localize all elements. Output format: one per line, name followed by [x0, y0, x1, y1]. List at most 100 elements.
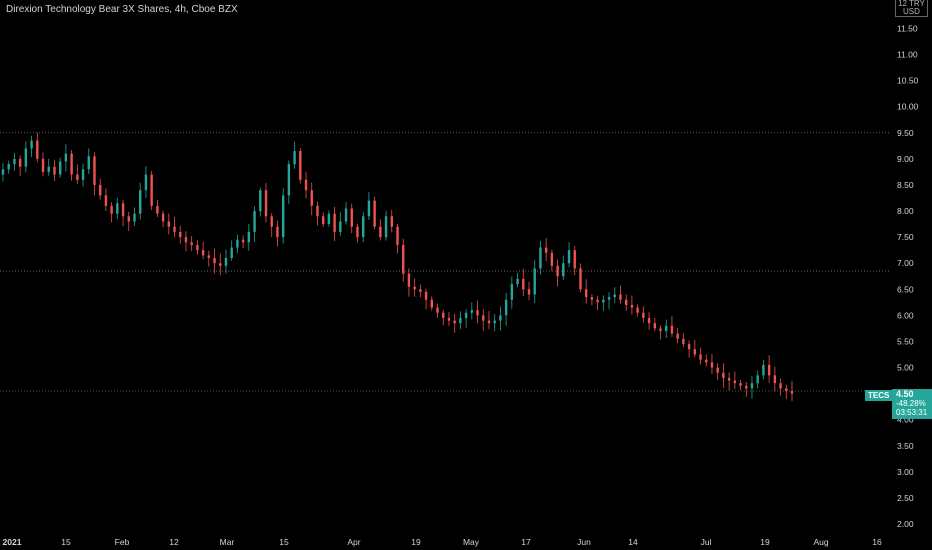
candle-body [236, 239, 239, 248]
candle-body [596, 299, 599, 303]
candle-body [476, 310, 479, 316]
candle-body [573, 250, 576, 269]
candle-body [299, 151, 302, 180]
candle-body [722, 372, 725, 378]
candle-body [127, 216, 130, 222]
candle-body [76, 174, 79, 180]
candle-body [219, 263, 222, 266]
price-tick-label: 9.50 [897, 128, 914, 138]
price-axis[interactable]: 11.50 11.00 10.50 10.00 9.50 9.00 8.50 8.00 7.50… [897, 24, 919, 530]
candle-body [527, 289, 531, 295]
price-tick-label: 8.00 [897, 206, 914, 216]
candle-body [579, 268, 582, 290]
candle-body [304, 179, 308, 191]
candle-body [373, 200, 376, 227]
time-tick-label: 15 [61, 537, 71, 547]
time-tick-label: 17 [521, 537, 531, 547]
candle-body [464, 312, 468, 318]
candle-body [161, 213, 165, 222]
candle-body [310, 190, 313, 206]
candle-body [190, 242, 193, 245]
candle-body [459, 317, 462, 324]
candle-body [676, 333, 679, 339]
candle-body [384, 216, 388, 238]
candle-body [584, 289, 588, 298]
candle-body [1, 169, 5, 175]
price-tick-label: 6.50 [897, 284, 914, 294]
candle-body [224, 257, 228, 266]
candle-body [682, 338, 685, 345]
candle-body [356, 226, 359, 238]
candle-body [47, 166, 50, 172]
candle-body [533, 268, 536, 295]
bar-countdown: 03:53:31 [896, 408, 928, 417]
candle-body [213, 257, 216, 264]
time-tick-label: 12 [169, 537, 179, 547]
candle-body [624, 299, 628, 305]
last-price-label: 4.50 -48.28% 03:53:31 [892, 389, 932, 419]
candle-body [201, 250, 205, 256]
candle-body [64, 153, 68, 162]
candle-body [207, 255, 211, 258]
price-tick-label: 11.00 [897, 50, 918, 60]
candle-body [424, 291, 428, 300]
candle-body [550, 252, 554, 266]
price-tick-label: 11.50 [897, 24, 918, 34]
time-tick-label: 14 [628, 537, 638, 547]
candle-body [93, 156, 96, 185]
candle-body [281, 195, 285, 238]
candle-body [762, 364, 765, 376]
candle-body [665, 325, 668, 332]
candle-body [241, 239, 245, 243]
candle-body [767, 364, 771, 376]
candle-body [699, 354, 702, 360]
candle-body [344, 208, 348, 222]
candle-body [613, 294, 616, 298]
candle-body [567, 250, 571, 264]
candle-body [785, 388, 788, 391]
price-change: -48.28% [896, 399, 926, 408]
time-tick-label: Mar [220, 537, 235, 547]
candle-body [499, 315, 502, 321]
candle-body [144, 174, 148, 191]
candle-body [642, 312, 645, 318]
candle-body [104, 195, 108, 206]
candle-body [562, 263, 565, 277]
candle-body [139, 190, 142, 214]
candle-body [504, 299, 508, 316]
candle-body [727, 377, 731, 381]
candle-body [316, 205, 319, 217]
candle-body [70, 153, 73, 175]
price-tick-label: 3.50 [897, 441, 914, 451]
candle-body [779, 383, 782, 389]
currency-code: USD [902, 7, 920, 16]
price-tick-label: 4.00 [897, 415, 914, 425]
candle-body [653, 323, 656, 329]
candle-body [750, 383, 754, 389]
candle-body [327, 213, 331, 225]
candle-body [773, 375, 777, 384]
time-tick-label: 15 [279, 537, 289, 547]
candle-body [121, 203, 125, 217]
time-tick-label: Apr [347, 537, 360, 547]
candle-body [487, 320, 491, 324]
candle-body [13, 158, 16, 165]
candle-body [396, 226, 399, 245]
candle-body [733, 380, 737, 384]
currency-label[interactable]: 12 TRY USD [895, 0, 928, 17]
time-tick-label: Jun [577, 537, 591, 547]
candle-body [436, 307, 439, 313]
time-tick-label: 19 [411, 537, 421, 547]
candle-body [590, 297, 594, 300]
last-price: 4.50 [896, 389, 914, 399]
candle-body [293, 151, 296, 165]
time-tick-label: May [463, 537, 480, 547]
candle-body [184, 237, 188, 243]
candle-body [133, 213, 136, 222]
candle-body [350, 208, 353, 227]
price-tick-label: 9.00 [897, 154, 914, 164]
candle-body [253, 211, 256, 232]
time-axis[interactable]: 2021 15 Feb 12 Mar 15 Apr 19 May 17 Jun 14 Jul 19 Aug 1… [3, 537, 882, 547]
candle-body [173, 226, 176, 232]
